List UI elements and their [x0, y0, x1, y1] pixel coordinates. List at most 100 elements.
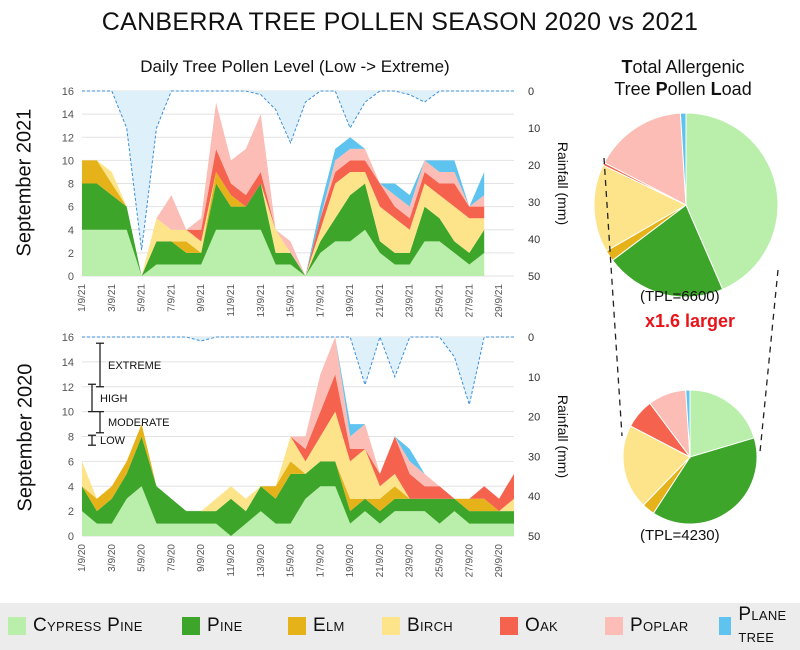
legend-swatch: [382, 617, 400, 635]
legend-swatch: [719, 617, 732, 635]
tpl-2020-label: (TPL=4230): [640, 527, 720, 544]
x-tick-label: 7/9/20: [166, 544, 177, 572]
y-tick-label: 0: [68, 271, 74, 283]
area-pine: [82, 183, 485, 276]
pie-title-p: P: [655, 79, 668, 99]
legend-item-poplar: Poplar: [605, 615, 689, 637]
y2-tick-label: 50: [528, 271, 540, 283]
x-tick-label: 5/9/21: [137, 284, 148, 312]
x-tick-label: 23/9/20: [405, 544, 416, 578]
y-tick-label: 12: [62, 132, 74, 144]
legend-item-oak: Oak: [500, 615, 558, 637]
level-label: HIGH: [100, 393, 128, 405]
legend-swatch: [8, 617, 26, 635]
legend-swatch: [288, 617, 306, 635]
y-tick-label: 8: [68, 179, 74, 191]
pie-slice-plane-tree: [679, 112, 687, 206]
y2-tick-label: 30: [528, 451, 540, 463]
x-tick-label: 29/9/20: [494, 544, 505, 578]
y2-tick-label: 40: [528, 491, 540, 503]
y-tick-label: 0: [68, 531, 74, 543]
y2-tick-label: 20: [528, 160, 540, 172]
pie-title-l: L: [710, 79, 722, 99]
legend-swatch: [182, 617, 200, 635]
main-title: CANBERRA TREE POLLEN SEASON 2020 vs 2021: [101, 8, 699, 36]
x-tick-label: 17/9/21: [315, 284, 326, 318]
rainfall-line: [82, 335, 514, 407]
legend-item-elm: Elm: [288, 615, 345, 637]
rainfall-axis-label: Rainfall (mm): [555, 395, 571, 478]
x-tick-label: 11/9/20: [226, 544, 237, 577]
y2-tick-label: 30: [528, 197, 540, 209]
x-tick-label: 19/9/20: [345, 544, 356, 578]
y2-tick-label: 0: [528, 86, 534, 98]
pie-title-t: T: [621, 57, 633, 77]
area-elm: [82, 160, 485, 276]
pie-slice-cypress-pine: [685, 112, 779, 291]
x-tick-label: 3/9/21: [107, 284, 118, 312]
x-tick-label: 21/9/21: [375, 284, 386, 318]
pie-slice-birch: [593, 164, 688, 252]
y-tick-label: 6: [68, 456, 74, 468]
area-poplar: [82, 102, 485, 276]
pie-slice-cypress-pine: [689, 389, 755, 458]
legend-item-pine: Pine: [182, 615, 243, 637]
legend-label: Pine: [207, 615, 243, 636]
legend-item-plane-tree: Plane tree: [719, 604, 800, 647]
x-tick-label: 1/9/21: [77, 284, 88, 312]
y-tick-label: 4: [68, 225, 74, 237]
legend: Cypress Pine Pine Elm Birch Oak Poplar Plane t…: [0, 603, 800, 650]
x-tick-label: 27/9/20: [464, 544, 475, 578]
x-tick-label: 7/9/21: [166, 284, 177, 312]
y-tick-label: 16: [62, 332, 74, 344]
x-tick-label: 23/9/21: [405, 284, 416, 318]
y-tick-label: 2: [68, 506, 74, 518]
pie-title: Total Allergenic Tree Pollen Load: [588, 56, 778, 100]
y2-tick-label: 40: [528, 234, 540, 246]
y-tick-label: 14: [62, 357, 74, 369]
x-tick-label: 13/9/20: [256, 544, 267, 578]
x-tick-label: 15/9/21: [286, 284, 297, 318]
pie-title-rest1: otal Allergenic: [632, 57, 745, 77]
x-tick-label: 9/9/20: [196, 544, 207, 572]
pie-title-a: Tree: [614, 79, 656, 99]
y-tick-label: 10: [62, 407, 74, 419]
pie-title-e: oad: [721, 79, 752, 99]
x-tick-label: 25/9/21: [435, 284, 446, 318]
x-tick-label: 29/9/21: [494, 284, 505, 318]
x-tick-label: 17/9/20: [315, 544, 326, 578]
x-tick-label: 19/9/21: [345, 284, 356, 318]
legend-label: Oak: [525, 615, 559, 636]
pie-slice-pine: [652, 437, 758, 525]
pie-slice-pine: [611, 204, 724, 298]
x-tick-label: 5/9/20: [137, 544, 148, 572]
legend-label: Birch: [407, 615, 453, 636]
area-birch: [82, 160, 485, 276]
legend-label: Cypress Pine: [33, 615, 143, 636]
x-tick-label: 11/9/21: [226, 284, 237, 317]
x-tick-label: 25/9/20: [435, 544, 446, 578]
y-tick-label: 10: [62, 155, 74, 167]
area-pine: [82, 436, 514, 536]
y-tick-label: 14: [62, 109, 74, 121]
area-birch: [82, 411, 514, 512]
level-label: LOW: [100, 435, 126, 447]
x-tick-label: 21/9/20: [375, 544, 386, 578]
level-label: MODERATE: [108, 417, 170, 429]
y2-tick-label: 10: [528, 372, 540, 384]
y-tick-label: 4: [68, 481, 74, 493]
x-tick-label: 13/9/21: [256, 284, 267, 318]
pie-slice-plane-tree: [685, 389, 691, 458]
legend-swatch: [500, 617, 518, 635]
connector-left: [603, 157, 623, 437]
legend-label: Elm: [313, 615, 345, 636]
legend-item-cypress-pine: Cypress Pine: [8, 615, 143, 637]
x-tick-label: 15/9/20: [286, 544, 297, 578]
y-tick-label: 12: [62, 382, 74, 394]
x-tick-label: 3/9/20: [107, 544, 118, 572]
y-tick-label: 8: [68, 432, 74, 444]
x-tick-label: 1/9/20: [77, 544, 88, 572]
pie-title-c: ollen: [667, 79, 711, 99]
y-tick-label: 16: [62, 86, 74, 98]
